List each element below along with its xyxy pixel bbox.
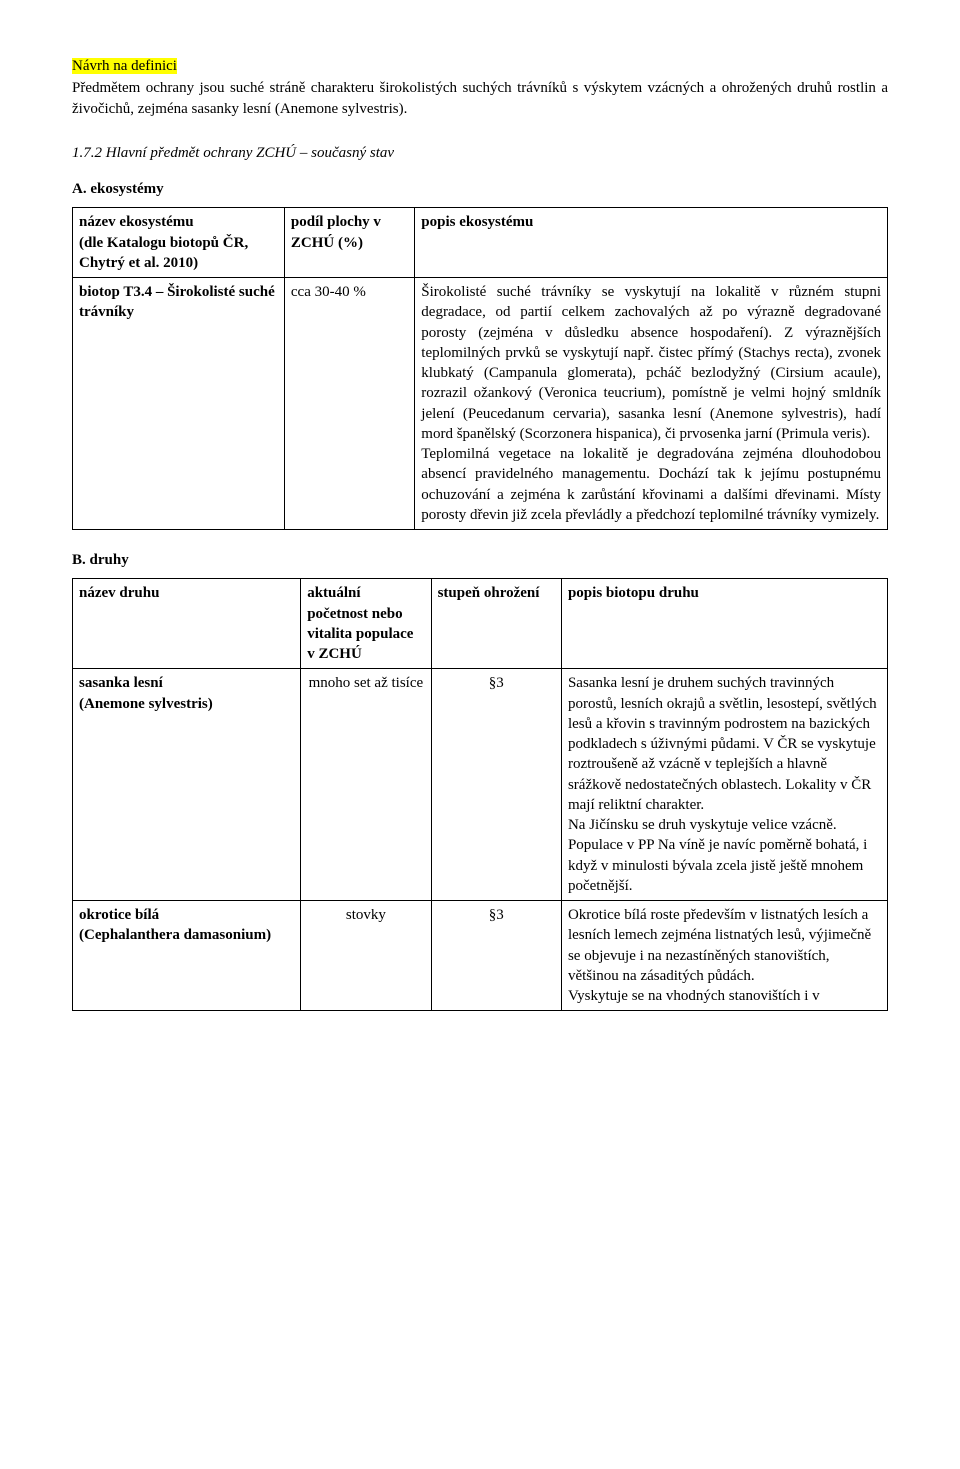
ecosystems-table: název ekosystému(dle Katalogu biotopů ČR…	[72, 207, 888, 530]
table-row: okrotice bílá(Cephalanthera damasonium) …	[73, 901, 888, 1011]
cell-species-threat: §3	[431, 901, 561, 1011]
cell-species-biotope: Sasanka lesní je druhem suchých travinný…	[561, 669, 887, 901]
cell-species-abundance: mnoho set až tisíce	[301, 669, 431, 901]
col-header-name: název ekosystému(dle Katalogu biotopů ČR…	[73, 208, 285, 278]
cell-ecosystem-name: biotop T3.4 – Širokolisté suché trávníky	[73, 278, 285, 530]
section-a-heading: 1.7.2 Hlavní předmět ochrany ZCHÚ – souč…	[72, 143, 888, 163]
col-header-species: název druhu	[73, 579, 301, 669]
cell-species-biotope: Okrotice bílá roste především v listnatý…	[561, 901, 887, 1011]
table-header-row: název ekosystému(dle Katalogu biotopů ČR…	[73, 208, 888, 278]
col-header-abundance: aktuální početnost nebo vitalita populac…	[301, 579, 431, 669]
cell-ecosystem-desc: Širokolisté suché trávníky se vyskytují …	[415, 278, 888, 530]
col-header-threat: stupeň ohrožení	[431, 579, 561, 669]
definition-body: Předmětem ochrany jsou suché stráně char…	[72, 78, 888, 119]
table-header-row: název druhu aktuální početnost nebo vita…	[73, 579, 888, 669]
cell-species-name: okrotice bílá(Cephalanthera damasonium)	[73, 901, 301, 1011]
cell-species-threat: §3	[431, 669, 561, 901]
col-header-share: podíl plochy v ZCHÚ (%)	[284, 208, 414, 278]
col-header-desc: popis ekosystému	[415, 208, 888, 278]
cell-species-abundance: stovky	[301, 901, 431, 1011]
table-row: biotop T3.4 – Širokolisté suché trávníky…	[73, 278, 888, 530]
cell-ecosystem-share: cca 30-40 %	[284, 278, 414, 530]
section-b-subheading: B. druhy	[72, 550, 888, 570]
definition-title: Návrh na definici	[72, 58, 177, 74]
section-a-subheading: A. ekosystémy	[72, 179, 888, 199]
definition-block: Návrh na definici Předmětem ochrany jsou…	[72, 56, 888, 119]
table-row: sasanka lesní(Anemone sylvestris) mnoho …	[73, 669, 888, 901]
col-header-biotope: popis biotopu druhu	[561, 579, 887, 669]
cell-species-name: sasanka lesní(Anemone sylvestris)	[73, 669, 301, 901]
species-table: název druhu aktuální početnost nebo vita…	[72, 578, 888, 1011]
